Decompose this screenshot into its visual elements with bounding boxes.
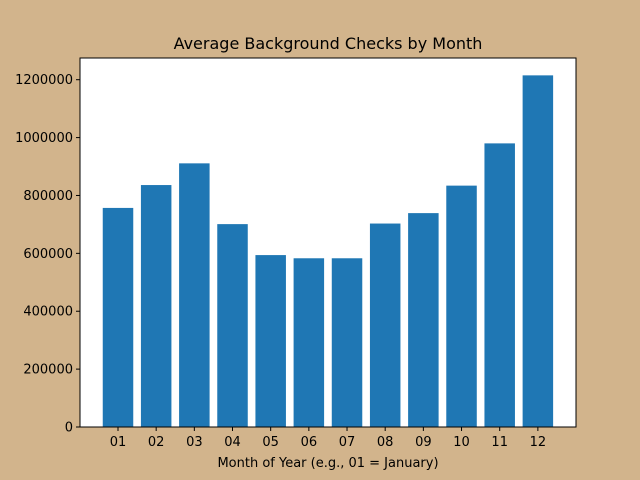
x-tick-label: 02 bbox=[148, 435, 165, 450]
y-tick-label: 600000 bbox=[23, 247, 73, 262]
x-tick-label: 05 bbox=[262, 435, 279, 450]
y-tick-label: 200000 bbox=[23, 363, 73, 378]
bar-07 bbox=[331, 258, 363, 427]
x-tick-label: 11 bbox=[491, 435, 508, 450]
bar-05 bbox=[255, 255, 286, 427]
x-axis-label: Month of Year (e.g., 01 = January) bbox=[217, 456, 438, 471]
chart-title: Average Background Checks by Month bbox=[174, 34, 483, 53]
x-tick-label: 03 bbox=[186, 435, 203, 450]
bars-group bbox=[102, 75, 554, 428]
bar-01 bbox=[102, 207, 134, 427]
bar-11 bbox=[484, 143, 515, 427]
y-tick-label: 400000 bbox=[23, 305, 73, 320]
y-tick-label: 1000000 bbox=[15, 131, 73, 146]
x-tick-label: 10 bbox=[453, 435, 470, 450]
x-tick-label: 08 bbox=[377, 435, 394, 450]
x-tick-label: 06 bbox=[301, 435, 318, 450]
bar-02 bbox=[140, 185, 172, 427]
bar-09 bbox=[408, 213, 439, 427]
x-tick-label: 01 bbox=[110, 435, 127, 450]
plot-frame bbox=[79, 57, 577, 428]
x-tick-label: 09 bbox=[415, 435, 432, 450]
y-axis-ticks: 0 200000 400000 600000 800000 1000000 1200000 bbox=[15, 73, 80, 436]
bar-12 bbox=[522, 75, 554, 428]
x-tick-label: 07 bbox=[339, 435, 356, 450]
x-axis-ticks: 01 02 03 04 05 06 07 08 09 10 11 12 bbox=[110, 427, 546, 450]
bar-06 bbox=[293, 258, 325, 427]
y-tick-label: 0 bbox=[65, 421, 73, 436]
bar-10 bbox=[446, 185, 477, 427]
bar-08 bbox=[369, 223, 401, 427]
x-tick-label: 04 bbox=[224, 435, 241, 450]
y-tick-label: 800000 bbox=[23, 189, 73, 204]
bar-04 bbox=[217, 224, 248, 427]
y-tick-label: 1200000 bbox=[15, 73, 73, 88]
x-tick-label: 12 bbox=[530, 435, 547, 450]
bar-03 bbox=[179, 163, 210, 427]
